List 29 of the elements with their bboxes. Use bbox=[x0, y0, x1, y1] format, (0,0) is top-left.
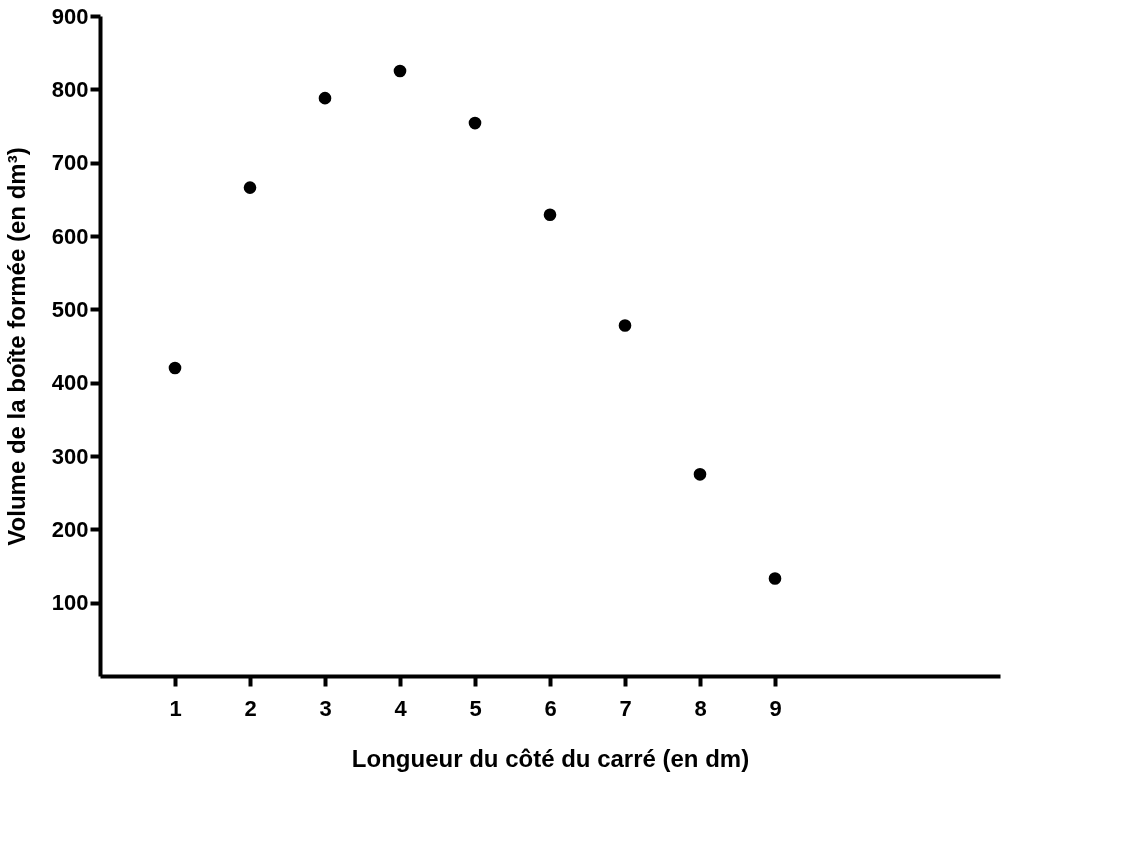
y-tick-label: 700 bbox=[51, 150, 89, 176]
x-tick-label: 8 bbox=[694, 695, 707, 721]
point bbox=[693, 468, 707, 481]
point bbox=[243, 181, 257, 194]
y-tick-label: 200 bbox=[51, 516, 89, 542]
y-tick-label: 600 bbox=[51, 223, 89, 249]
y-tick-label: 900 bbox=[51, 3, 89, 29]
point bbox=[468, 116, 482, 130]
x-tick-label: 1 bbox=[169, 695, 182, 721]
y-tick-label: 400 bbox=[51, 370, 89, 396]
y-tick-label: 300 bbox=[51, 443, 89, 469]
point bbox=[543, 208, 557, 222]
x-tick-label: 3 bbox=[319, 695, 332, 721]
x-tick-label: 4 bbox=[394, 695, 408, 721]
y-tick-label: 500 bbox=[51, 296, 89, 322]
point bbox=[318, 91, 332, 105]
point bbox=[168, 361, 182, 375]
point bbox=[393, 64, 407, 78]
x-tick-label: 6 bbox=[544, 695, 557, 721]
point bbox=[768, 572, 782, 585]
x-tick-label: 2 bbox=[244, 695, 257, 721]
x-tick-label: 9 bbox=[769, 695, 782, 721]
y-axis-title: Volume de la boîte formée (en dm³) bbox=[2, 147, 30, 546]
x-tick-label: 5 bbox=[469, 695, 482, 721]
x-axis-title: Longueur du côté du carré (en dm) bbox=[351, 744, 750, 772]
point bbox=[618, 319, 632, 332]
y-tick-label: 800 bbox=[51, 76, 89, 102]
y-tick-label: 100 bbox=[51, 590, 89, 616]
x-tick-label: 7 bbox=[619, 695, 632, 721]
